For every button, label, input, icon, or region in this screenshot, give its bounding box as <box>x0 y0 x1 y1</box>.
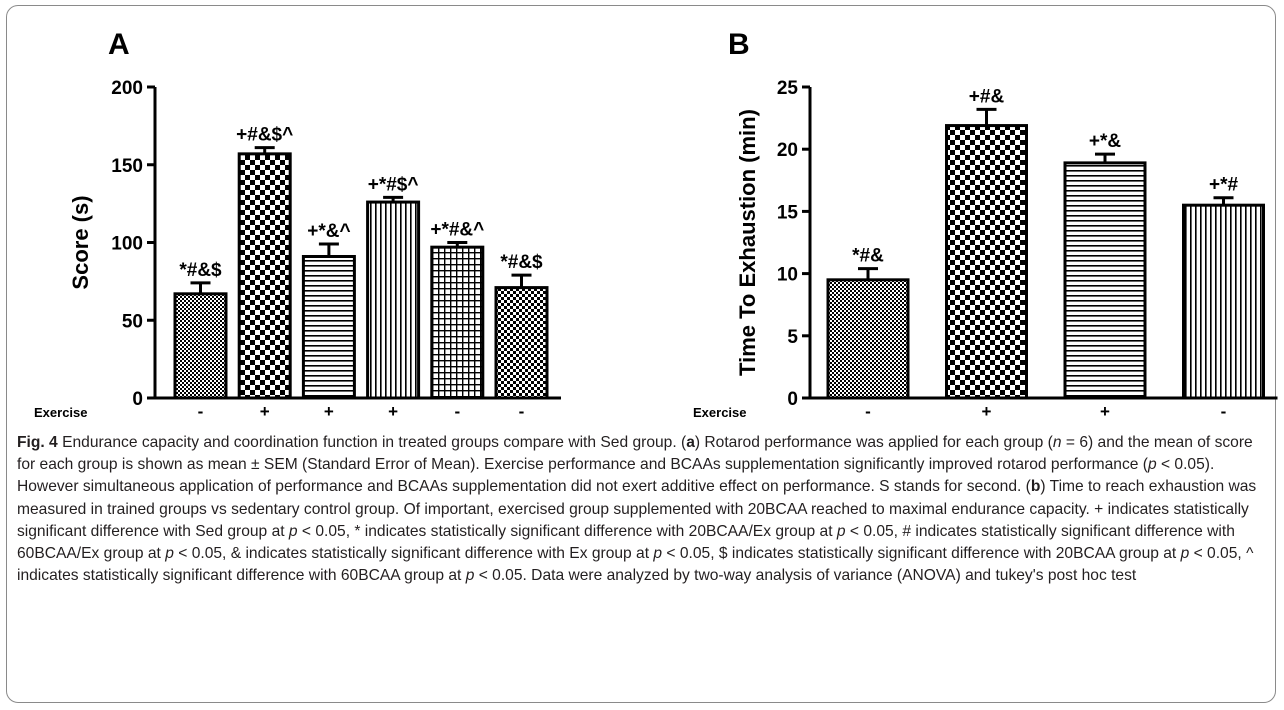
caption-text: = 6) and the mean of score for each grou… <box>17 434 1253 474</box>
y-tick-label-b: 5 <box>787 327 798 348</box>
y-tick-label-a: 200 <box>111 78 143 99</box>
y-tick-label-b: 10 <box>777 265 798 286</box>
caption-text: Endurance capacity and coordination func… <box>57 434 687 451</box>
bcaa-value-a: 20 <box>450 427 466 430</box>
figure-frame <box>6 5 1276 703</box>
caption-text: n <box>1052 434 1062 451</box>
exercise-value-a: - <box>198 402 204 421</box>
bar-a <box>301 254 356 400</box>
significance-label-a: +#&$^ <box>236 125 293 146</box>
caption-body: Endurance capacity and coordination func… <box>17 434 1256 584</box>
row-label-bcaa-b: BCAA (mg/mL) <box>693 428 785 430</box>
bar-a <box>430 245 485 400</box>
y-axis-label-a: Score (s) <box>68 195 93 289</box>
bar-b <box>945 124 1028 400</box>
exercise-value-a: + <box>324 402 334 421</box>
exercise-value-b: + <box>982 402 992 421</box>
caption-text: p <box>165 545 174 563</box>
bar-a <box>494 286 549 400</box>
caption-text: ) Rotarod performance was applied for ea… <box>694 434 1053 451</box>
bcaa-value-b: - <box>865 425 871 430</box>
caption-text: p <box>465 567 475 585</box>
caption-text: b <box>1030 478 1041 496</box>
significance-label-b: *#& <box>852 246 884 267</box>
panel-b-chart: B Time To Exhaustion (min) 0 5 10 15 20 25 Exerc… <box>693 28 1278 430</box>
bar-a <box>366 200 421 400</box>
caption-text: < 0.05, ^ indicates statistically signif… <box>17 545 1254 585</box>
y-axis-label-b: Time To Exhaustion (min) <box>735 109 760 376</box>
exercise-value-b: - <box>865 402 871 421</box>
caption-text: p <box>653 545 663 563</box>
y-tick-label-a: 50 <box>122 311 143 332</box>
significance-label-a: +*&^ <box>307 221 350 242</box>
bcaa-value-a: 60 <box>321 427 337 430</box>
bcaa-value-a: - <box>198 425 204 430</box>
significance-label-a: +*#&^ <box>430 220 484 241</box>
caption-text: < 0.05, & indicates statistically signif… <box>173 545 654 563</box>
bar-a <box>173 292 228 400</box>
figure-caption: Fig. 4 Endurance capacity and coordinati… <box>17 432 1269 587</box>
bar-b <box>826 278 910 400</box>
exercise-value-b: + <box>1100 402 1110 421</box>
exercise-value-a: - <box>454 402 460 421</box>
caption-text: p <box>288 522 298 540</box>
y-tick-label-b: 15 <box>777 202 799 223</box>
bcaa-value-a: 60 <box>514 427 530 430</box>
caption-text: a <box>686 434 695 451</box>
y-tick-label-b: 20 <box>777 140 798 161</box>
caption-text: < 0.05, # indicates statistically signif… <box>17 522 1235 563</box>
significance-label-b: +*# <box>1209 175 1238 196</box>
bar-a <box>237 152 292 400</box>
bar-b <box>1182 203 1265 400</box>
bcaa-value-b: 20 <box>979 427 995 430</box>
exercise-value-b: - <box>1221 402 1227 421</box>
exercise-value-a: - <box>519 402 525 421</box>
bcaa-value-b: 60 <box>1097 427 1113 430</box>
caption-text: p <box>836 522 846 540</box>
caption-text: ) Time to reach exhaustion was measured … <box>17 478 1257 540</box>
panel-label-a: A <box>108 28 130 61</box>
significance-label-a: +*#$^ <box>368 174 419 195</box>
caption-text: < 0.05. Data were analyzed by two-way an… <box>474 567 1137 585</box>
significance-label-b: +*& <box>1089 131 1121 152</box>
bcaa-value-a: - <box>390 425 396 430</box>
figure-label: Fig. 4 <box>17 434 58 451</box>
panel-label-b: B <box>728 28 750 61</box>
y-tick-label-a: 0 <box>132 389 143 410</box>
bcaa-value-a: 20 <box>257 427 273 430</box>
y-tick-label-a: 150 <box>111 156 143 177</box>
significance-label-a: *#&$ <box>179 260 222 281</box>
bcaa-value-b: + <box>1219 425 1229 430</box>
bar-b <box>1063 161 1147 400</box>
y-tick-label-a: 100 <box>111 234 143 255</box>
caption-text: < 0.05, $ indicates statistically signif… <box>662 545 1181 563</box>
caption-text: p <box>1180 545 1190 563</box>
row-label-exercise-b: Exercise <box>693 405 747 420</box>
caption-text: < 0.05, * indicates statistically signif… <box>297 522 837 540</box>
y-tick-label-b: 0 <box>787 389 798 410</box>
row-label-bcaa-a: BCAA (mg/mL) <box>34 428 126 430</box>
significance-label-a: *#&$ <box>500 252 543 273</box>
exercise-value-a: + <box>260 402 270 421</box>
caption-text: < 0.05). However simultaneous applicatio… <box>17 456 1215 496</box>
panel-a-chart: A Score (s) 0 50 100 150 200 Exercise BCAA (mg/m… <box>34 28 561 430</box>
exercise-value-a: + <box>388 402 398 421</box>
y-tick-label-b: 25 <box>777 78 799 99</box>
caption-text: p <box>1147 456 1157 474</box>
significance-label-b: +#& <box>969 86 1005 107</box>
row-label-exercise-a: Exercise <box>34 405 88 420</box>
